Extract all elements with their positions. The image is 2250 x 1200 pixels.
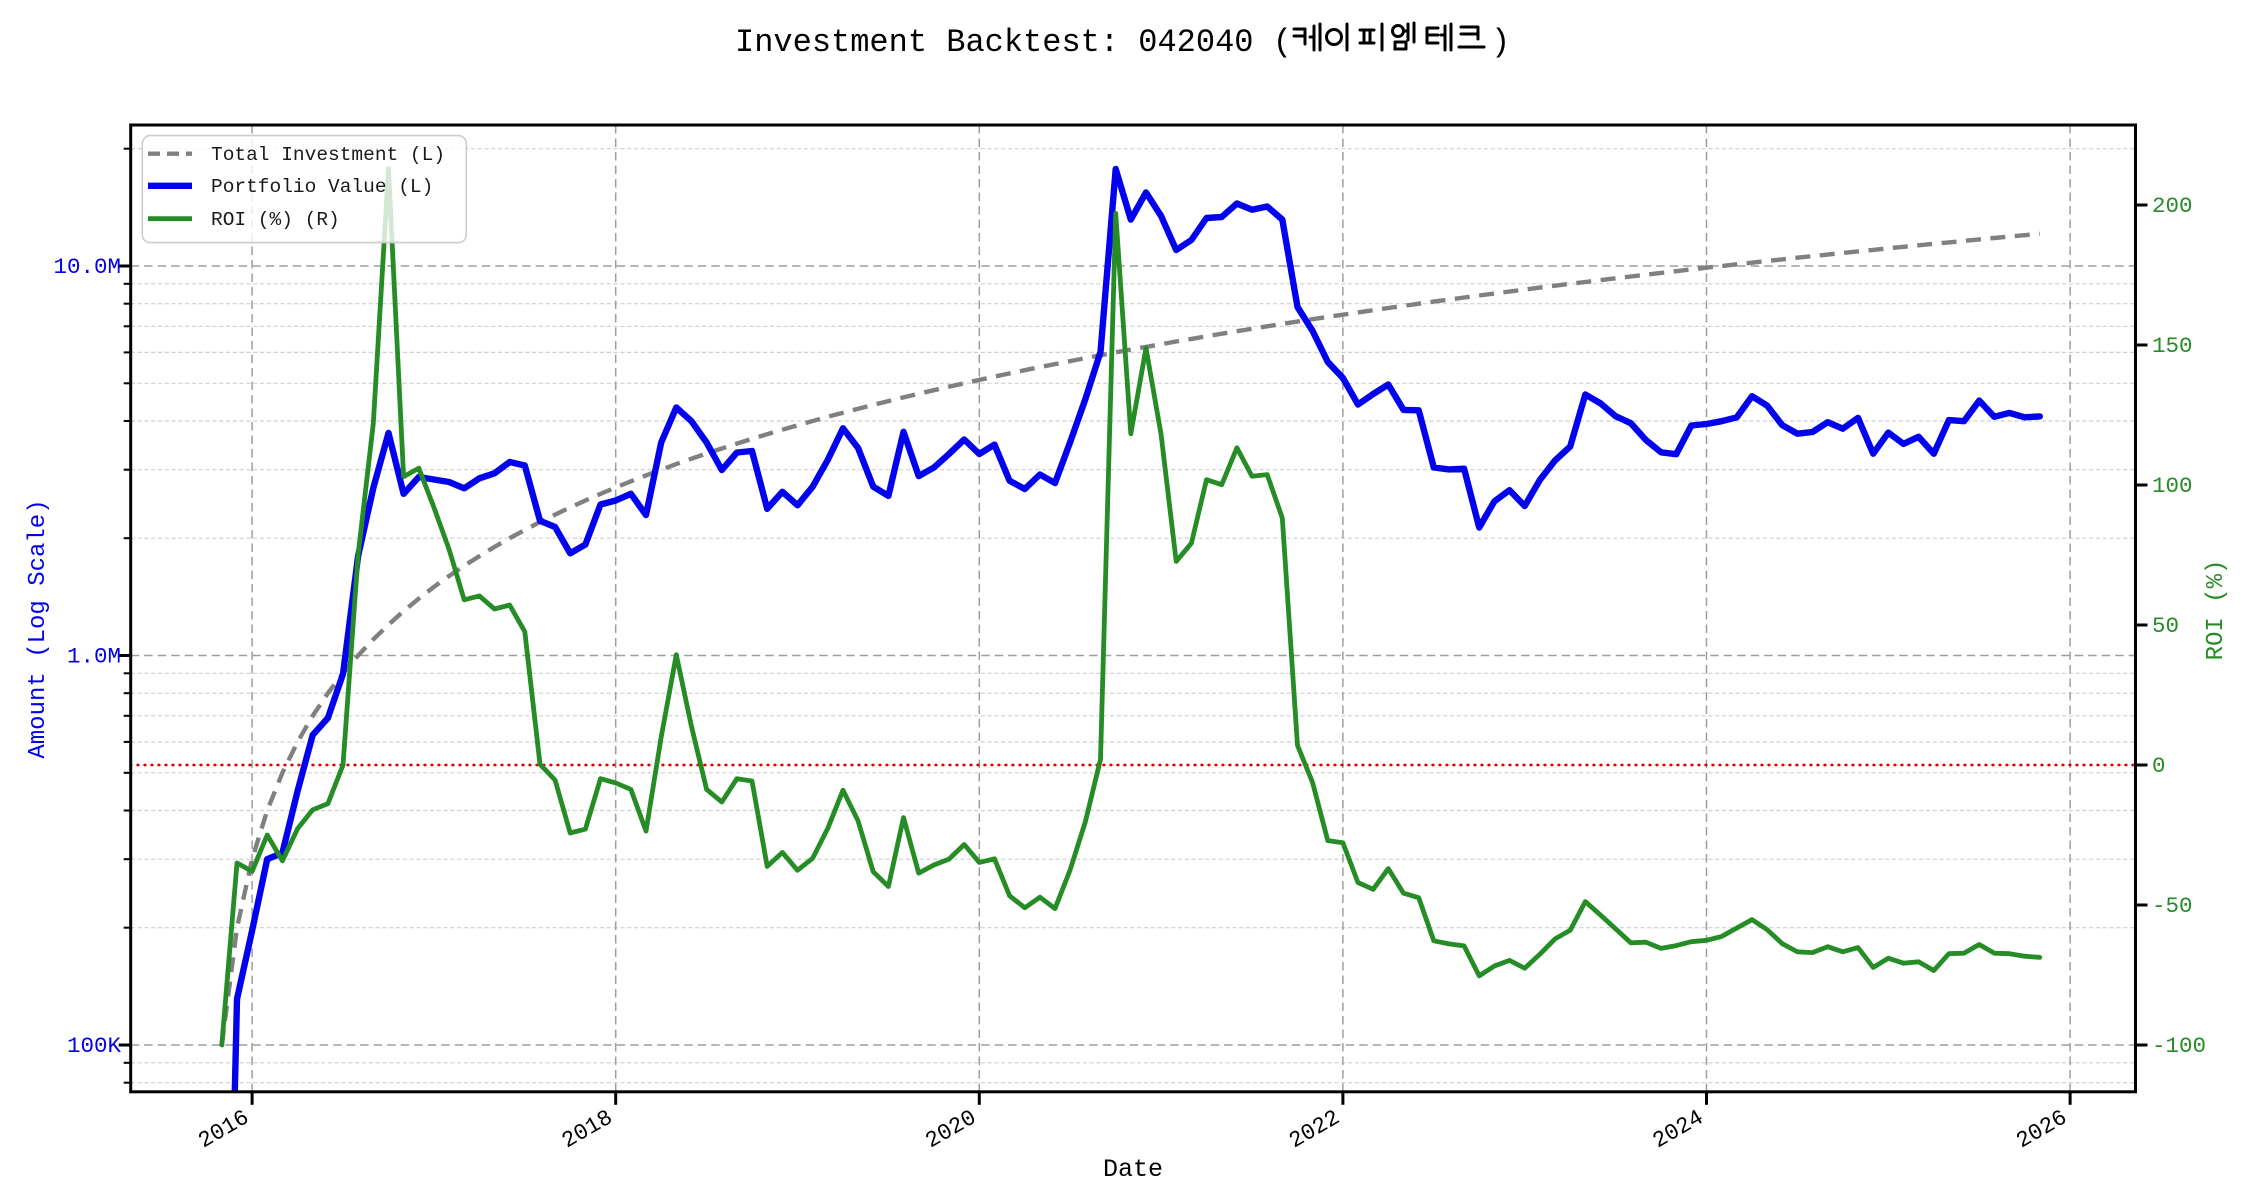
svg-text:0: 0 — [2152, 753, 2166, 779]
svg-text:Amount (Log Scale): Amount (Log Scale) — [25, 499, 52, 758]
svg-text:Investment Backtest: 042040 (: Investment Backtest: 042040 ( — [735, 24, 1292, 61]
svg-text:ROI (%) (R): ROI (%) (R) — [211, 209, 340, 231]
svg-text:50: 50 — [2152, 613, 2179, 639]
svg-text:Total Investment (L): Total Investment (L) — [211, 144, 445, 166]
svg-text:-50: -50 — [2152, 893, 2193, 919]
svg-text:Portfolio Value (L): Portfolio Value (L) — [211, 176, 433, 198]
svg-text:Date: Date — [1103, 1155, 1163, 1184]
svg-text:100K: 100K — [67, 1033, 122, 1059]
svg-text:10.0M: 10.0M — [53, 254, 121, 280]
svg-text:1.0M: 1.0M — [67, 644, 121, 670]
svg-text:-100: -100 — [2152, 1033, 2206, 1059]
svg-text:150: 150 — [2152, 333, 2193, 359]
svg-text:ROI (%): ROI (%) — [2203, 560, 2230, 661]
svg-text:200: 200 — [2152, 193, 2193, 219]
svg-text:): ) — [1491, 24, 1510, 61]
svg-text:100: 100 — [2152, 473, 2193, 499]
